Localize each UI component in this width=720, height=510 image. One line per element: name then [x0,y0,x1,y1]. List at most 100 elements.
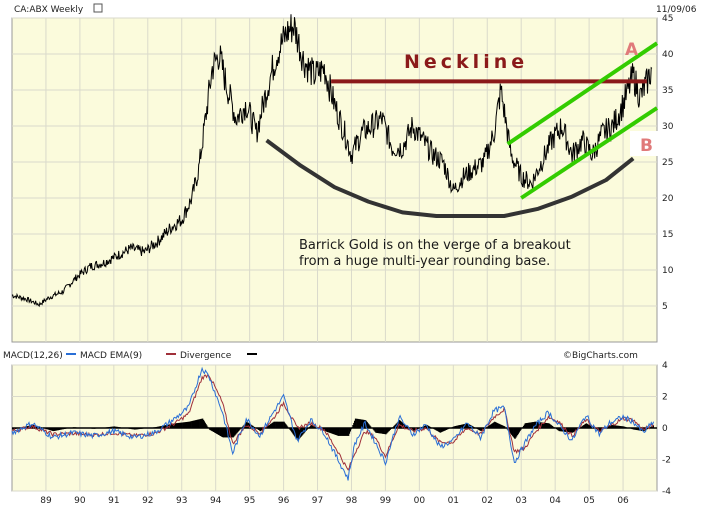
divergence-bar [236,428,238,434]
divergence-bar [651,426,653,428]
divergence-bar [217,428,219,435]
divergence-bar [575,428,577,431]
divergence-bar [62,428,64,430]
divergence-bar [571,428,573,433]
divergence-bar [367,423,369,428]
divergence-bar [588,424,590,428]
divergence-bar [551,425,553,428]
divergence-bar [364,420,366,428]
divergence-bar [71,427,73,428]
divergence-bar [558,428,560,432]
divergence-bar [519,428,521,432]
divergence-bar [266,426,268,428]
divergence-bar [365,421,368,428]
divergence-bar [108,427,110,428]
divergence-bar [214,428,216,433]
divergence-bar [444,428,446,431]
divergence-bar [566,428,568,432]
divergence-bar [652,425,654,428]
divergence-bar [53,428,55,431]
divergence-bar [343,428,345,436]
divergence-bar [460,424,462,428]
divergence-bar [399,420,401,428]
divergence-bar [543,422,545,428]
divergence-bar [432,428,435,429]
divergence-bar [379,428,381,434]
divergence-bar [376,428,379,433]
divergence-bar [187,421,189,428]
divergence-bar [287,426,289,428]
divergence-bar [259,428,261,431]
divergence-bar [215,428,217,434]
divergence-bar [585,423,587,428]
divergence-bar [328,428,330,433]
divergence-bar [281,421,283,428]
divergence-bar [90,428,93,429]
divergence-bar [357,418,359,428]
divergence-bar [49,428,51,431]
divergence-bar [284,422,286,428]
legend-macd: MACD(12,26) [3,351,63,361]
divergence-bar [190,421,192,428]
divergence-bar [188,421,190,428]
divergence-bar [311,425,313,428]
divergence-bar [276,421,278,428]
divergence-bar [552,426,554,428]
divergence-bar [199,419,201,428]
divergence-bar [494,421,496,428]
divergence-bar [282,421,284,428]
divergence-bar [275,421,277,428]
divergence-bar [461,424,463,428]
divergence-bar [236,428,239,433]
divergence-bar [439,428,441,433]
divergence-bar [65,428,67,429]
divergence-bar [216,428,218,434]
divergence-bar [374,428,376,432]
divergence-bar [195,420,197,428]
divergence-bar [512,428,514,437]
divergence-bar [384,428,386,435]
divergence-bar [633,428,635,430]
divergence-bar [165,425,167,428]
divergence-bar [447,428,449,430]
divergence-bar [618,425,620,428]
label-b: B [640,136,653,156]
divergence-bar [361,419,363,428]
divergence-bar [309,426,311,428]
divergence-bar [110,426,112,428]
divergence-bar [72,427,74,428]
divergence-bar [440,428,442,433]
divergence-bar [631,428,633,430]
divergence-bar [207,426,209,428]
divergence-bar [141,428,143,429]
divergence-bar [612,425,614,428]
price-tick-label: 5 [662,302,668,312]
divergence-bar [494,422,497,428]
label-a: A [625,40,639,60]
divergence-bar [353,422,355,428]
divergence-bar [451,427,453,428]
divergence-bar [113,426,115,428]
divergence-bar [209,428,211,431]
divergence-bar [227,428,229,438]
divergence-bar [238,428,240,431]
divergence-bar [462,424,464,428]
divergence-bar [62,428,65,430]
divergence-bar [490,424,492,428]
divergence-bar [472,426,474,428]
macd-tick-label: 4 [662,361,668,371]
divergence-bar [314,426,316,428]
year-tick-label: 03 [515,496,526,506]
divergence-bar [383,428,385,434]
divergence-bar [393,426,395,428]
divergence-bar [330,428,332,434]
divergence-bar [153,427,155,428]
divergence-bar [292,428,295,435]
divergence-bar [492,422,494,428]
divergence-bar [154,427,156,428]
divergence-bar [533,422,535,428]
divergence-bar [434,428,436,430]
header-checkbox-icon[interactable] [93,3,103,13]
divergence-bar [253,427,256,428]
divergence-bar [599,428,601,432]
